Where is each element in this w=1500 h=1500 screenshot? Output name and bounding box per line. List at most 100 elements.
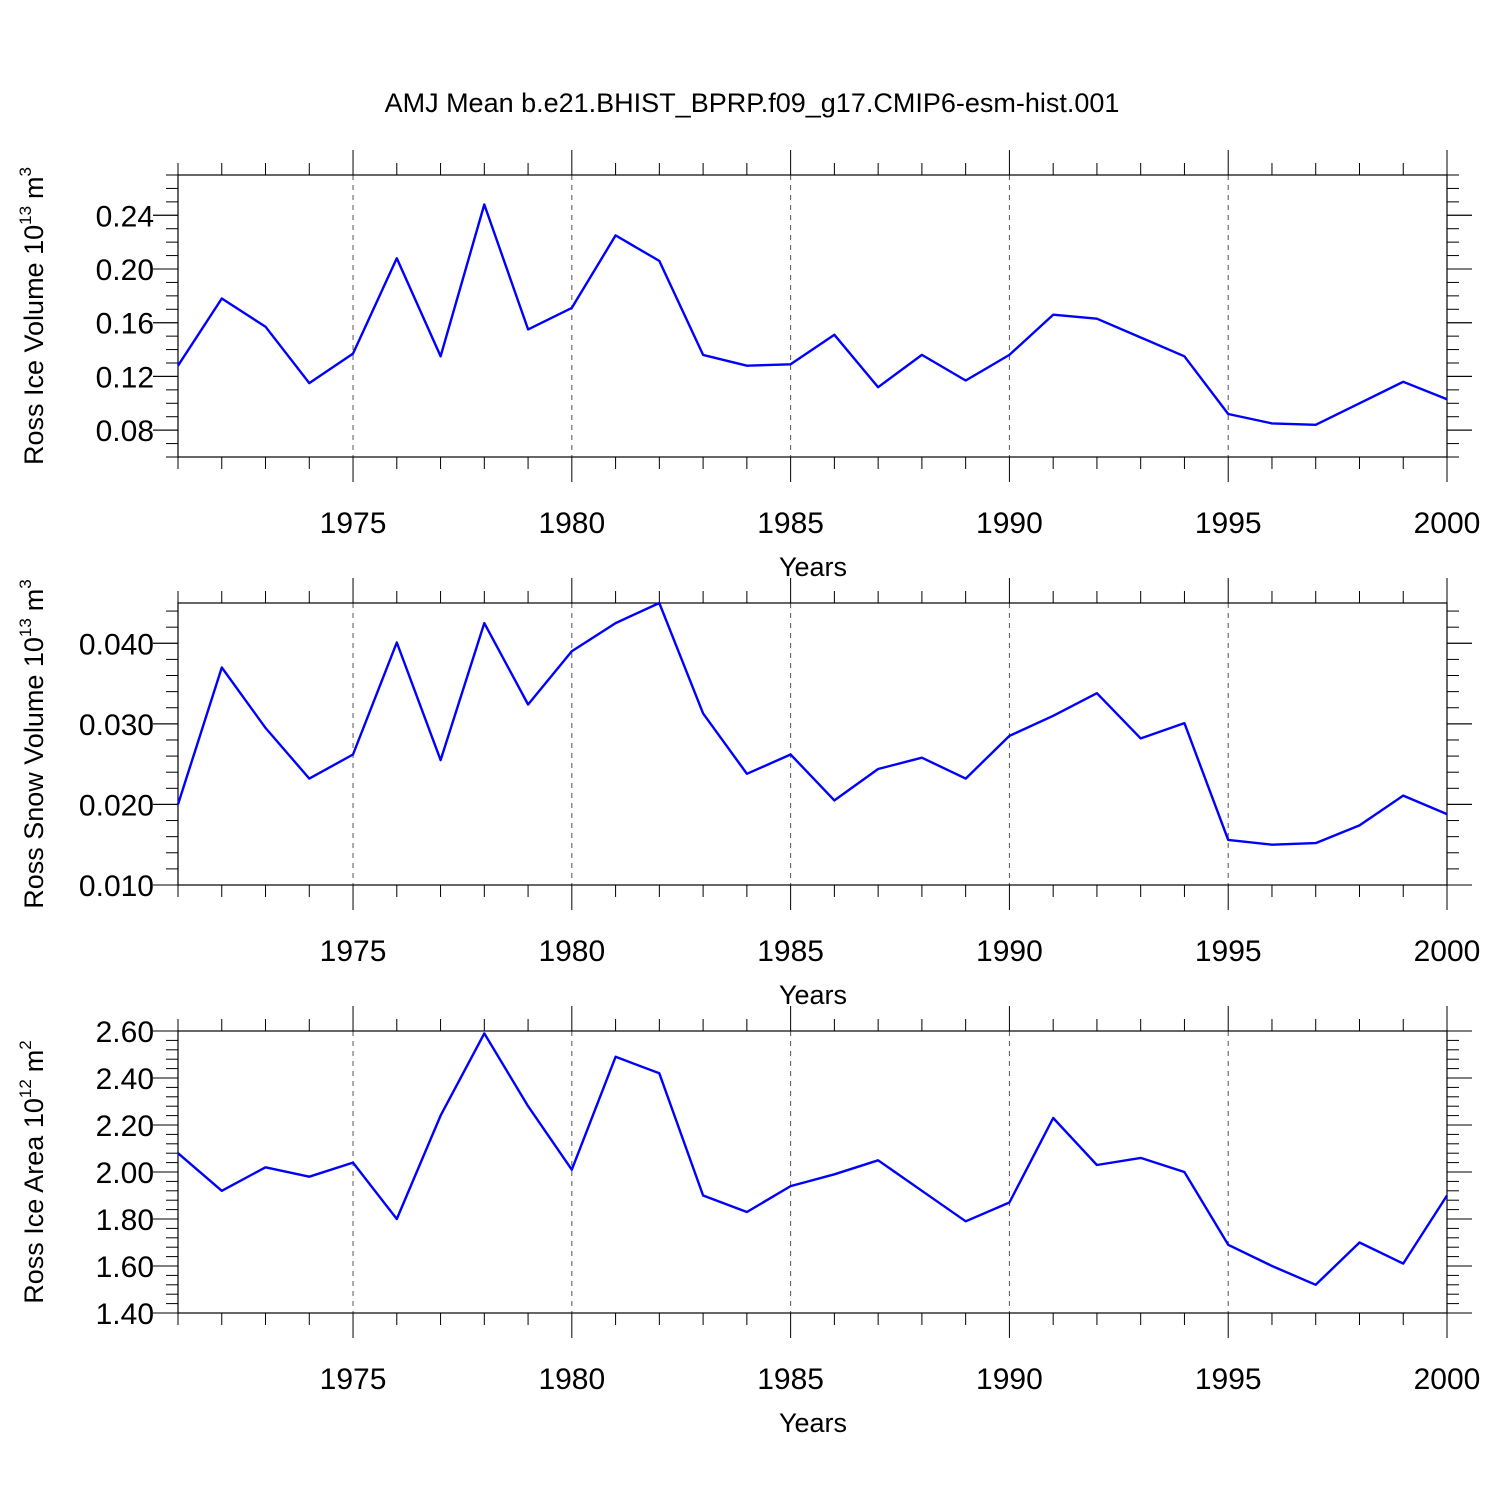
ice-volume-point-1971: [176, 364, 180, 368]
snow-volume-ylabel-exponent: 13: [16, 618, 35, 637]
ice-volume-series-line: [176, 203, 1448, 426]
snow-volume-point-1973: [264, 726, 268, 730]
ice-area-point-1990: [1007, 1201, 1011, 1205]
snow-volume-point-1991: [1051, 714, 1055, 718]
ice-area-frame: [177, 1030, 1448, 1314]
figure-title: AMJ Mean b.e21.BHIST_BPRP.f09_g17.CMIP6-…: [385, 88, 1120, 118]
snow-volume-ytick-label: 0.030: [79, 709, 154, 742]
ice-volume-point-1984: [745, 364, 749, 368]
ice-area-ylabel: Ross Ice Area 1012 m2: [16, 1040, 49, 1304]
ice-volume-ytick-label: 0.08: [96, 415, 154, 448]
ice-volume-point-1990: [1007, 353, 1011, 357]
ice-area-point-1980: [570, 1168, 574, 1172]
ice-area-ytick-label: 2.40: [96, 1063, 154, 1096]
snow-volume-point-1990: [1007, 734, 1011, 738]
ice-area-point-1982: [657, 1071, 661, 1075]
ice-volume-point-1972: [220, 297, 224, 301]
ice-volume-ylabel-exponent: 13: [16, 206, 35, 225]
snow-volume-point-1979: [526, 703, 530, 707]
ice-area-point-1987: [876, 1158, 880, 1162]
ice-volume-point-1987: [876, 385, 880, 389]
snow-volume-point-1996: [1270, 843, 1274, 847]
ice-area-point-1977: [439, 1114, 443, 1118]
snow-volume-point-1988: [920, 756, 924, 760]
ice-volume-ytick-label: 0.12: [96, 361, 154, 394]
ice-area-point-1993: [1139, 1156, 1143, 1160]
ice-volume-point-1977: [439, 354, 443, 358]
panels: 1975 1980 1985 1990 1995 2000 Years 0.08 0.12 0.1…: [16, 150, 1480, 1438]
ice-volume-ylabel-main: Ross Ice Volume 10: [19, 225, 49, 465]
ice-volume-point-1974: [307, 381, 311, 385]
ice-area-point-1972: [220, 1189, 224, 1193]
ice-area-point-1986: [832, 1172, 836, 1176]
ice-area-ytick-label: 1.60: [96, 1251, 154, 1284]
snow-volume-series-line: [176, 601, 1448, 846]
ice-volume-point-1993: [1139, 335, 1143, 339]
ice-area-point-1992: [1095, 1163, 1099, 1167]
ice-area-point-1995: [1226, 1243, 1230, 1247]
snow-volume-point-1981: [614, 621, 618, 625]
snow-volume-point-1989: [964, 777, 968, 781]
ice-area-point-1998: [1357, 1241, 1361, 1245]
ice-area-point-1989: [964, 1219, 968, 1223]
snow-volume-point-1978: [482, 621, 486, 625]
ice-volume-point-1999: [1401, 380, 1405, 384]
ice-volume-point-1995: [1226, 412, 1230, 416]
snow-volume-point-1999: [1401, 794, 1405, 798]
ice-volume-point-1981: [614, 233, 618, 237]
ice-area-point-1999: [1401, 1262, 1405, 1266]
ice-volume-ytick-label: 0.20: [96, 254, 154, 287]
ice-area-point-1979: [526, 1104, 530, 1108]
panel-snow-volume: 1975 1980 1985 1990 1995 2000 Years 0.010 0.020 0…: [16, 578, 1480, 1010]
ice-area-point-1978: [482, 1031, 486, 1035]
snow-volume-xlabel: Years: [779, 980, 847, 1010]
ice-area-xtick-label: 1980: [538, 1363, 605, 1396]
ice-volume-point-1982: [657, 259, 661, 263]
ice-area-point-1991: [1051, 1116, 1055, 1120]
ice-area-point-1985: [789, 1184, 793, 1188]
snow-volume-frame: [177, 602, 1448, 886]
snow-volume-point-1997: [1314, 841, 1318, 845]
ice-area-xtick-label: 1990: [976, 1363, 1043, 1396]
snow-volume-ytick-label: 0.020: [79, 789, 154, 822]
snow-volume-xtick-label: 1980: [538, 935, 605, 968]
ice-volume-point-1996: [1270, 421, 1274, 425]
snow-volume-ylabel: Ross Snow Volume 1013 m3: [16, 579, 49, 909]
ice-volume-point-1973: [264, 325, 268, 329]
ice-area-point-1975: [351, 1161, 355, 1165]
ice-area-ylabel-exponent: 12: [16, 1079, 35, 1098]
ice-area-point-1976: [395, 1217, 399, 1221]
ice-area-ytick-label: 2.60: [96, 1016, 154, 1049]
ice-volume-ylabel: Ross Ice Volume 1013 m3: [16, 167, 49, 465]
ice-volume-point-1998: [1357, 401, 1361, 405]
ice-volume-point-1994: [1182, 354, 1186, 358]
snow-volume-point-1985: [789, 752, 793, 756]
ice-area-point-1971: [176, 1151, 180, 1155]
panel-ice-volume: 1975 1980 1985 1990 1995 2000 Years 0.08 0.12 0.1…: [16, 150, 1480, 582]
snow-volume-point-1994: [1182, 721, 1186, 725]
ice-area-ylabel-unit: m: [19, 1050, 49, 1073]
ice-area-xtick-label: 1995: [1195, 1363, 1262, 1396]
ice-volume-point-1978: [482, 203, 486, 207]
snow-volume-point-2000: [1445, 812, 1449, 816]
snow-volume-point-1986: [832, 798, 836, 802]
ice-volume-xlabel: Years: [779, 552, 847, 582]
ice-area-xtick-label: 1975: [320, 1363, 387, 1396]
snow-volume-point-1980: [570, 649, 574, 653]
ice-area-xtick-label: 1985: [757, 1363, 824, 1396]
ice-volume-point-1980: [570, 306, 574, 310]
snow-volume-ytick-label: 0.040: [79, 628, 154, 661]
ice-area-point-1996: [1270, 1264, 1274, 1268]
ice-area-ytick-label: 1.80: [96, 1204, 154, 1237]
ice-volume-ylabel-unit: m: [19, 176, 49, 199]
ice-volume-point-2000: [1445, 397, 1449, 401]
snow-volume-ylabel-main: Ross Snow Volume 10: [19, 637, 49, 909]
ice-area-point-1997: [1314, 1283, 1318, 1287]
ice-volume-point-1976: [395, 256, 399, 260]
snow-volume-point-1975: [351, 752, 355, 756]
ice-volume-point-1979: [526, 327, 530, 331]
snow-volume-point-1974: [307, 777, 311, 781]
ice-volume-xtick-label: 1985: [757, 507, 824, 540]
ice-area-point-1973: [264, 1165, 268, 1169]
